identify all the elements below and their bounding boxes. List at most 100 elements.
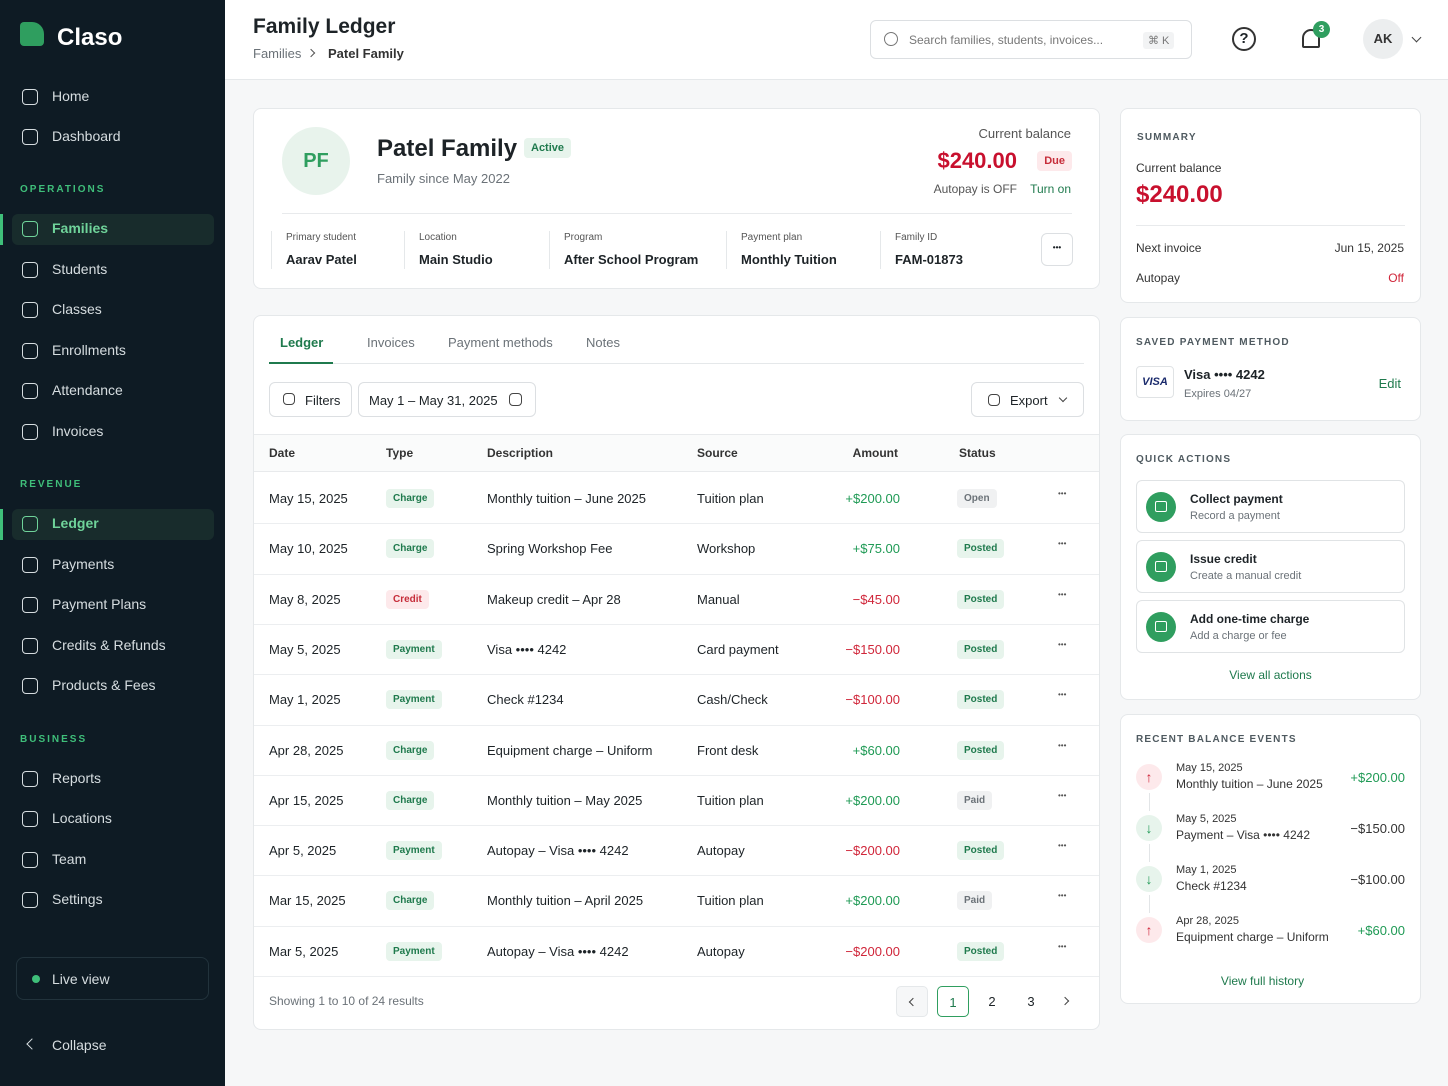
date: Apr 5, 2025 [269,843,337,859]
icon [22,342,38,359]
nav-item[interactable]: Payment Plans [52,596,147,612]
avatar-caret [1411,32,1422,43]
row-menu[interactable]: ••• [1058,891,1067,901]
description: Monthly tuition – June 2025 [487,491,646,506]
type-badge: Credit [386,589,429,609]
row-menu[interactable]: ••• [1058,941,1067,951]
nav-item[interactable]: Payments [52,555,115,572]
row-menu[interactable]: ••• [1058,841,1067,851]
nav-item[interactable]: Attendance [52,382,123,398]
bell[interactable] [1302,29,1320,48]
row-menu[interactable]: ••• [1058,489,1067,498]
breadcrumb[interactable]: Families [253,46,302,61]
nav-item[interactable]: Ledger [52,515,99,531]
date: Mar 15, 2025 [269,893,346,909]
detail-label: Family ID [895,232,938,243]
filters-button[interactable]: Filters [269,382,352,417]
avatar[interactable]: AK [1363,19,1403,59]
prev-page[interactable] [896,986,928,1017]
autopay-action[interactable]: Turn on [1030,182,1071,196]
action-glyph [1155,621,1167,632]
action-icon [1146,552,1176,582]
row-menu[interactable]: ••• [1058,539,1067,549]
source: Manual [697,591,740,607]
event-description: Payment – Visa •••• 4242 [1176,828,1310,842]
icon [22,811,38,827]
autopay: Autopay is OFF [933,182,1017,196]
nav-item[interactable]: Settings [52,891,103,907]
row-menu[interactable]: ••• [1058,690,1067,700]
balance: $240.00 [937,148,1017,173]
live-view[interactable]: Live view [52,971,110,987]
more-button[interactable]: ••• [1041,233,1073,266]
event-date: Apr 28, 2025 [1176,915,1239,927]
description: Spring Workshop Fee [487,541,613,557]
nav-item[interactable]: Classes [52,301,102,317]
link[interactable]: View all actions [1229,668,1312,682]
nav-item[interactable]: Reports [52,769,102,786]
row-line [254,623,1099,625]
link[interactable]: View full history [1220,974,1305,988]
export-button[interactable]: Export [971,382,1084,417]
next-page[interactable] [1051,986,1083,1017]
date-range-button[interactable]: May 1 – May 31, 2025 [358,382,536,417]
row-line [254,774,1099,776]
event-date: May 5, 2025 [1176,813,1237,825]
tab[interactable]: Invoices [367,335,415,350]
quick-action[interactable]: Issue credit Create a manual credit [1136,540,1405,593]
row-menu[interactable]: ••• [1058,790,1067,800]
edit[interactable]: Edit [1378,376,1401,391]
logo-mark [20,22,44,46]
nav-item[interactable]: Home [52,88,90,104]
amount: +$200.00 [845,491,900,506]
icon [283,393,295,405]
amount: +$200.00 [845,792,900,808]
row-menu[interactable]: ••• [1058,589,1067,599]
row-menu[interactable]: ••• [1058,740,1067,750]
icon [22,423,38,440]
help[interactable]: ? [1232,27,1256,51]
row-line [254,825,1099,827]
source: Workshop [697,541,756,557]
balance: $240.00 [1136,181,1223,208]
icon [22,597,38,613]
chevron [1060,996,1070,1006]
tab[interactable]: Payment methods [448,335,553,350]
nav-item[interactable]: Students [52,260,108,277]
nav-section: OPERATIONS [20,184,106,195]
results: Showing 1 to 10 of 24 results [269,994,424,1008]
source: Tuition plan [697,893,764,909]
nav-item[interactable]: Team [52,850,87,867]
amount: +$75.00 [852,541,900,557]
collapse[interactable]: Collapse [52,1037,107,1053]
tab[interactable]: Notes [586,335,620,350]
nav-item[interactable]: Enrollments [52,341,126,358]
family-avatar: PF [282,127,350,195]
search[interactable]: Search families, students, invoices... ⌘ … [870,20,1192,59]
nav-item[interactable]: Dashboard [52,128,121,144]
icon [22,89,38,105]
page-button[interactable]: 2 [976,986,1008,1017]
nav-item[interactable]: Products & Fees [52,677,156,693]
family-card: PF Patel Family Active Family since May 202… [253,108,1100,289]
nav-item[interactable]: Invoices [52,422,104,439]
description: Monthly tuition – May 2025 [487,792,643,808]
nav-item[interactable]: Locations [52,810,112,826]
tab[interactable]: Ledger [280,335,324,350]
row-menu[interactable]: ••• [1058,639,1067,649]
nav-item[interactable]: Credits & Refunds [52,636,166,653]
source: Front desk [697,742,759,758]
nav-active-bar [0,509,3,540]
icon [22,637,38,654]
card-expiry: Expires 04/27 [1184,388,1252,400]
page-button[interactable]: 1 [937,986,969,1017]
quick-action[interactable]: Add one-time charge Add a charge or fee [1136,600,1405,653]
quick-action[interactable]: Collect payment Record a payment [1136,480,1405,533]
page-button[interactable]: 3 [1015,986,1047,1017]
event-date: May 1, 2025 [1176,864,1237,876]
nav-item[interactable]: Families [52,220,109,236]
card-title: SAVED PAYMENT METHOD [1136,337,1290,348]
source: Cash/Check [697,692,768,708]
icon [22,516,38,532]
recent-events-card: RECENT BALANCE EVENTS ↑ May 15, 2025 Monthl… [1120,714,1421,1004]
